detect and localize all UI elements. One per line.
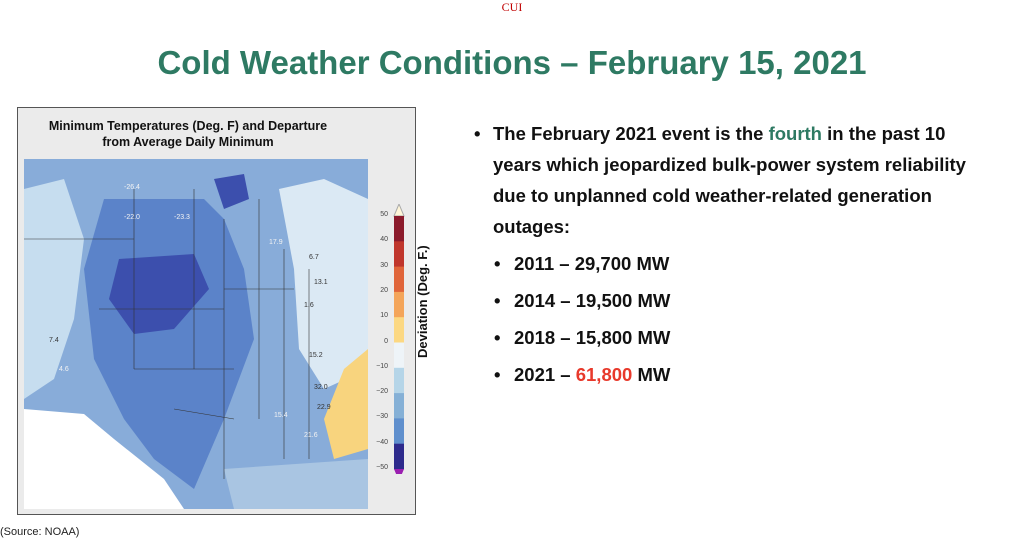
intro-highlight: fourth [768,123,822,144]
colorbar-segment [394,443,404,470]
event-unit: MW [637,290,671,311]
colorbar-tick-label: −20 [376,388,388,396]
temperature-departure-map: -26.4 -22.0 -23.3 17.9 6.7 13.1 1.6 15.2… [24,159,368,509]
map-value-label: 32.0 [314,384,328,391]
event-mw: 29,700 [574,253,632,274]
colorbar-segment [394,393,404,419]
map-value-label: -26.4 [124,184,140,191]
map-value-label: -23.3 [174,214,190,221]
map-value-label: 6.7 [309,254,319,261]
map-title: Minimum Temperatures (Deg. F) and Depart… [18,118,358,150]
intro-text-end: in the past 10 years which jeopardized b… [493,123,966,237]
colorbar [393,204,405,474]
event-mw: 15,800 [575,327,633,348]
colorbar-tick-label: −40 [376,438,388,446]
colorbar-segment [394,216,404,242]
map-value-label: 22.9 [317,404,331,411]
event-year: 2018 [514,327,556,348]
colorbar-tick-label: −50 [376,464,388,471]
colorbar-segment [394,418,404,445]
map-value-label: -22.0 [124,214,140,221]
event-bullet-2021: 2021 – 61,800 MW [474,359,994,390]
map-value-label: 4.6 [59,366,69,373]
intro-bullet: The February 2021 event is the fourth in… [474,118,994,242]
map-value-label: 15.4 [274,412,288,419]
intro-text: The February 2021 event is the [493,123,769,144]
colorbar-segment [394,367,404,394]
event-mw: 19,500 [575,290,633,311]
event-list: 2011 – 29,700 MW 2014 – 19,500 MW 2018 – 1… [474,248,994,390]
map-value-label: 7.4 [49,337,59,344]
colorbar-tick-label: 20 [380,286,388,294]
colorbar-min-arrow [394,469,404,474]
slide-title: Cold Weather Conditions – February 15, 2… [157,44,867,81]
event-bullet-2018: 2018 – 15,800 MW [474,322,994,353]
colorbar-tick-label: −30 [376,413,388,421]
colorbar-segment [394,291,404,318]
event-year: 2011 [514,253,555,274]
event-bullet-2014: 2014 – 19,500 MW [474,285,994,316]
map-title-line-2: from Average Daily Minimum [102,135,274,149]
colorbar-segment [394,342,404,369]
map-value-label: 1.6 [304,302,314,309]
colorbar-tick-label: 0 [384,337,388,345]
map-value-label: 17.9 [269,239,283,246]
event-unit: MW [636,253,670,274]
colorbar-tick-label: 30 [380,261,388,269]
colorbar-tick-label: 50 [380,211,388,218]
colorbar-tick-label: 10 [380,312,388,320]
colorbar-segment [394,266,404,293]
classification-marking: CUI [501,0,523,14]
source-note: (Source: NOAA) [0,526,80,538]
event-year: 2014 [514,290,556,311]
temperature-map-figure: Minimum Temperatures (Deg. F) and Depart… [17,107,430,515]
colorbar-segment [394,241,404,268]
event-unit: MW [637,327,671,348]
map-title-line-1: Minimum Temperatures (Deg. F) and Depart… [48,119,328,133]
colorbar-segment [394,317,404,343]
colorbar-tick-label: 40 [380,236,388,244]
event-mw: 61,800 [575,364,633,385]
event-bullet-2011: 2011 – 29,700 MW [474,248,994,279]
event-unit: MW [637,364,671,385]
event-year: 2021 [514,364,556,385]
colorbar-max-arrow [393,204,405,217]
map-value-label: 13.1 [314,279,328,286]
map-value-label: 21.6 [304,432,318,439]
colorbar-label: Deviation (Deg. F.) [415,245,430,358]
colorbar-tick-label: −10 [376,362,388,370]
bullet-list: The February 2021 event is the fourth in… [474,118,994,390]
map-value-label: 15.2 [309,352,323,359]
